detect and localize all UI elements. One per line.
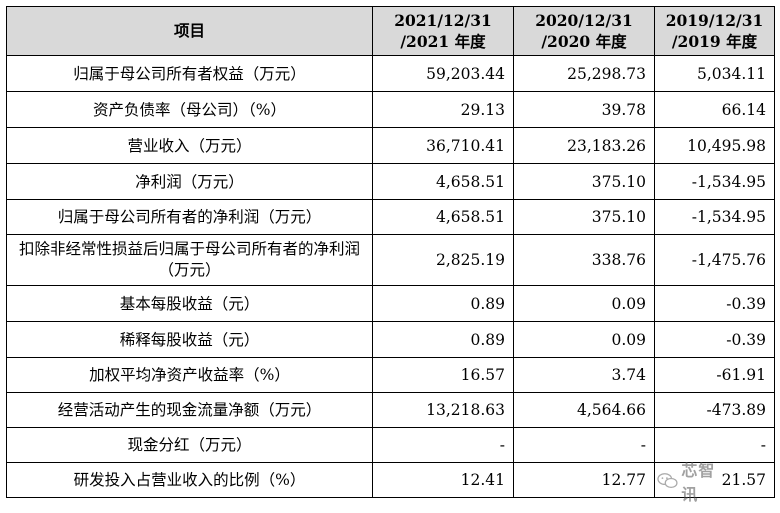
row-label: 经营活动产生的现金流量净额（万元） [6, 392, 373, 428]
table-row: 研发投入占营业收入的比例（%） 12.41 12.77 21.57 [6, 462, 775, 498]
table-row: 稀释每股收益（元） 0.89 0.09 -0.39 [6, 321, 775, 358]
cell-2021: 13,218.63 [372, 392, 514, 428]
header-year-2021: 2021/12/31 /2021 年度 [372, 6, 514, 56]
cell-2019: -0.39 [654, 321, 775, 358]
cell-2020: 23,183.26 [513, 127, 655, 164]
cell-2020: 39.78 [513, 91, 655, 128]
row-label: 营业收入（万元） [6, 127, 373, 164]
cell-2021: 2,825.19 [372, 234, 514, 286]
row-label: 资产负债率（母公司）（%） [6, 91, 373, 128]
table-row: 经营活动产生的现金流量净额（万元） 13,218.63 4,564.66 -47… [6, 392, 775, 428]
cell-2019: -1,534.95 [654, 199, 775, 235]
header-year-2020-date: 2020/12/31 [535, 11, 633, 30]
cell-2020: 4,564.66 [513, 392, 655, 428]
row-label: 归属于母公司所有者的净利润（万元） [6, 199, 373, 235]
header-year-2020-period: /2020 年度 [541, 32, 627, 51]
cell-2020: 12.77 [513, 462, 655, 498]
table-header-row: 项目 2021/12/31 /2021 年度 2020/12/31 /2020 … [6, 6, 775, 56]
table-row: 归属于母公司所有者的净利润（万元） 4,658.51 375.10 -1,534… [6, 199, 775, 235]
cell-2019: -473.89 [654, 392, 775, 428]
cell-2019: -1,534.95 [654, 163, 775, 200]
table-row: 归属于母公司所有者权益（万元） 59,203.44 25,298.73 5,03… [6, 55, 775, 92]
row-label: 稀释每股收益（元） [6, 321, 373, 358]
table-row: 加权平均净资产收益率（%） 16.57 3.74 -61.91 [6, 357, 775, 393]
cell-2021: 16.57 [372, 357, 514, 393]
cell-2021: 0.89 [372, 321, 514, 358]
cell-2021: 36,710.41 [372, 127, 514, 164]
header-year-2020: 2020/12/31 /2020 年度 [513, 6, 655, 56]
row-label: 加权平均净资产收益率（%） [6, 357, 373, 393]
cell-2021: 59,203.44 [372, 55, 514, 92]
cell-2019: -1,475.76 [654, 234, 775, 286]
header-year-2019-period: /2019 年度 [671, 32, 758, 51]
header-year-2019: 2019/12/31 /2019 年度 [654, 6, 775, 56]
financial-table: 项目 2021/12/31 /2021 年度 2020/12/31 /2020 … [6, 6, 775, 498]
table-row: 营业收入（万元） 36,710.41 23,183.26 10,495.98 [6, 127, 775, 164]
row-label: 基本每股收益（元） [6, 285, 373, 322]
table-row: 现金分红（万元） - - - [6, 427, 775, 463]
cell-2020: 3.74 [513, 357, 655, 393]
cell-2019: 5,034.11 [654, 55, 775, 92]
cell-2021: 12.41 [372, 462, 514, 498]
cell-2019: 66.14 [654, 91, 775, 128]
cell-2020: 375.10 [513, 163, 655, 200]
cell-2020: 0.09 [513, 321, 655, 358]
cell-2020: - [513, 427, 655, 463]
cell-2020: 338.76 [513, 234, 655, 286]
cell-2020: 0.09 [513, 285, 655, 322]
cell-2020: 375.10 [513, 199, 655, 235]
row-label: 研发投入占营业收入的比例（%） [6, 462, 373, 498]
row-label: 净利润（万元） [6, 163, 373, 200]
header-year-2021-date: 2021/12/31 [394, 11, 492, 30]
cell-2021: 4,658.51 [372, 163, 514, 200]
row-label: 扣除非经常性损益后归属于母公司所有者的净利润（万元） [6, 234, 373, 286]
cell-2021: - [372, 427, 514, 463]
table-row: 净利润（万元） 4,658.51 375.10 -1,534.95 [6, 163, 775, 200]
row-label: 现金分红（万元） [6, 427, 373, 463]
table-row: 扣除非经常性损益后归属于母公司所有者的净利润（万元） 2,825.19 338.… [6, 234, 775, 286]
cell-2021: 29.13 [372, 91, 514, 128]
cell-2021: 0.89 [372, 285, 514, 322]
cell-2020: 25,298.73 [513, 55, 655, 92]
row-label: 归属于母公司所有者权益（万元） [6, 55, 373, 92]
table-row: 资产负债率（母公司）（%） 29.13 39.78 66.14 [6, 91, 775, 128]
table-row: 基本每股收益（元） 0.89 0.09 -0.39 [6, 285, 775, 322]
row-label-text: 扣除非经常性损益后归属于母公司所有者的净利润（万元） [18, 240, 360, 279]
cell-2019: 10,495.98 [654, 127, 775, 164]
header-item: 项目 [6, 6, 373, 56]
cell-2021: 4,658.51 [372, 199, 514, 235]
cell-2019: 21.57 [654, 462, 775, 498]
cell-2019: - [654, 427, 775, 463]
cell-2019: -61.91 [654, 357, 775, 393]
cell-2019: -0.39 [654, 285, 775, 322]
header-year-2019-date: 2019/12/31 [665, 11, 764, 30]
header-year-2021-period: /2021 年度 [400, 32, 486, 51]
